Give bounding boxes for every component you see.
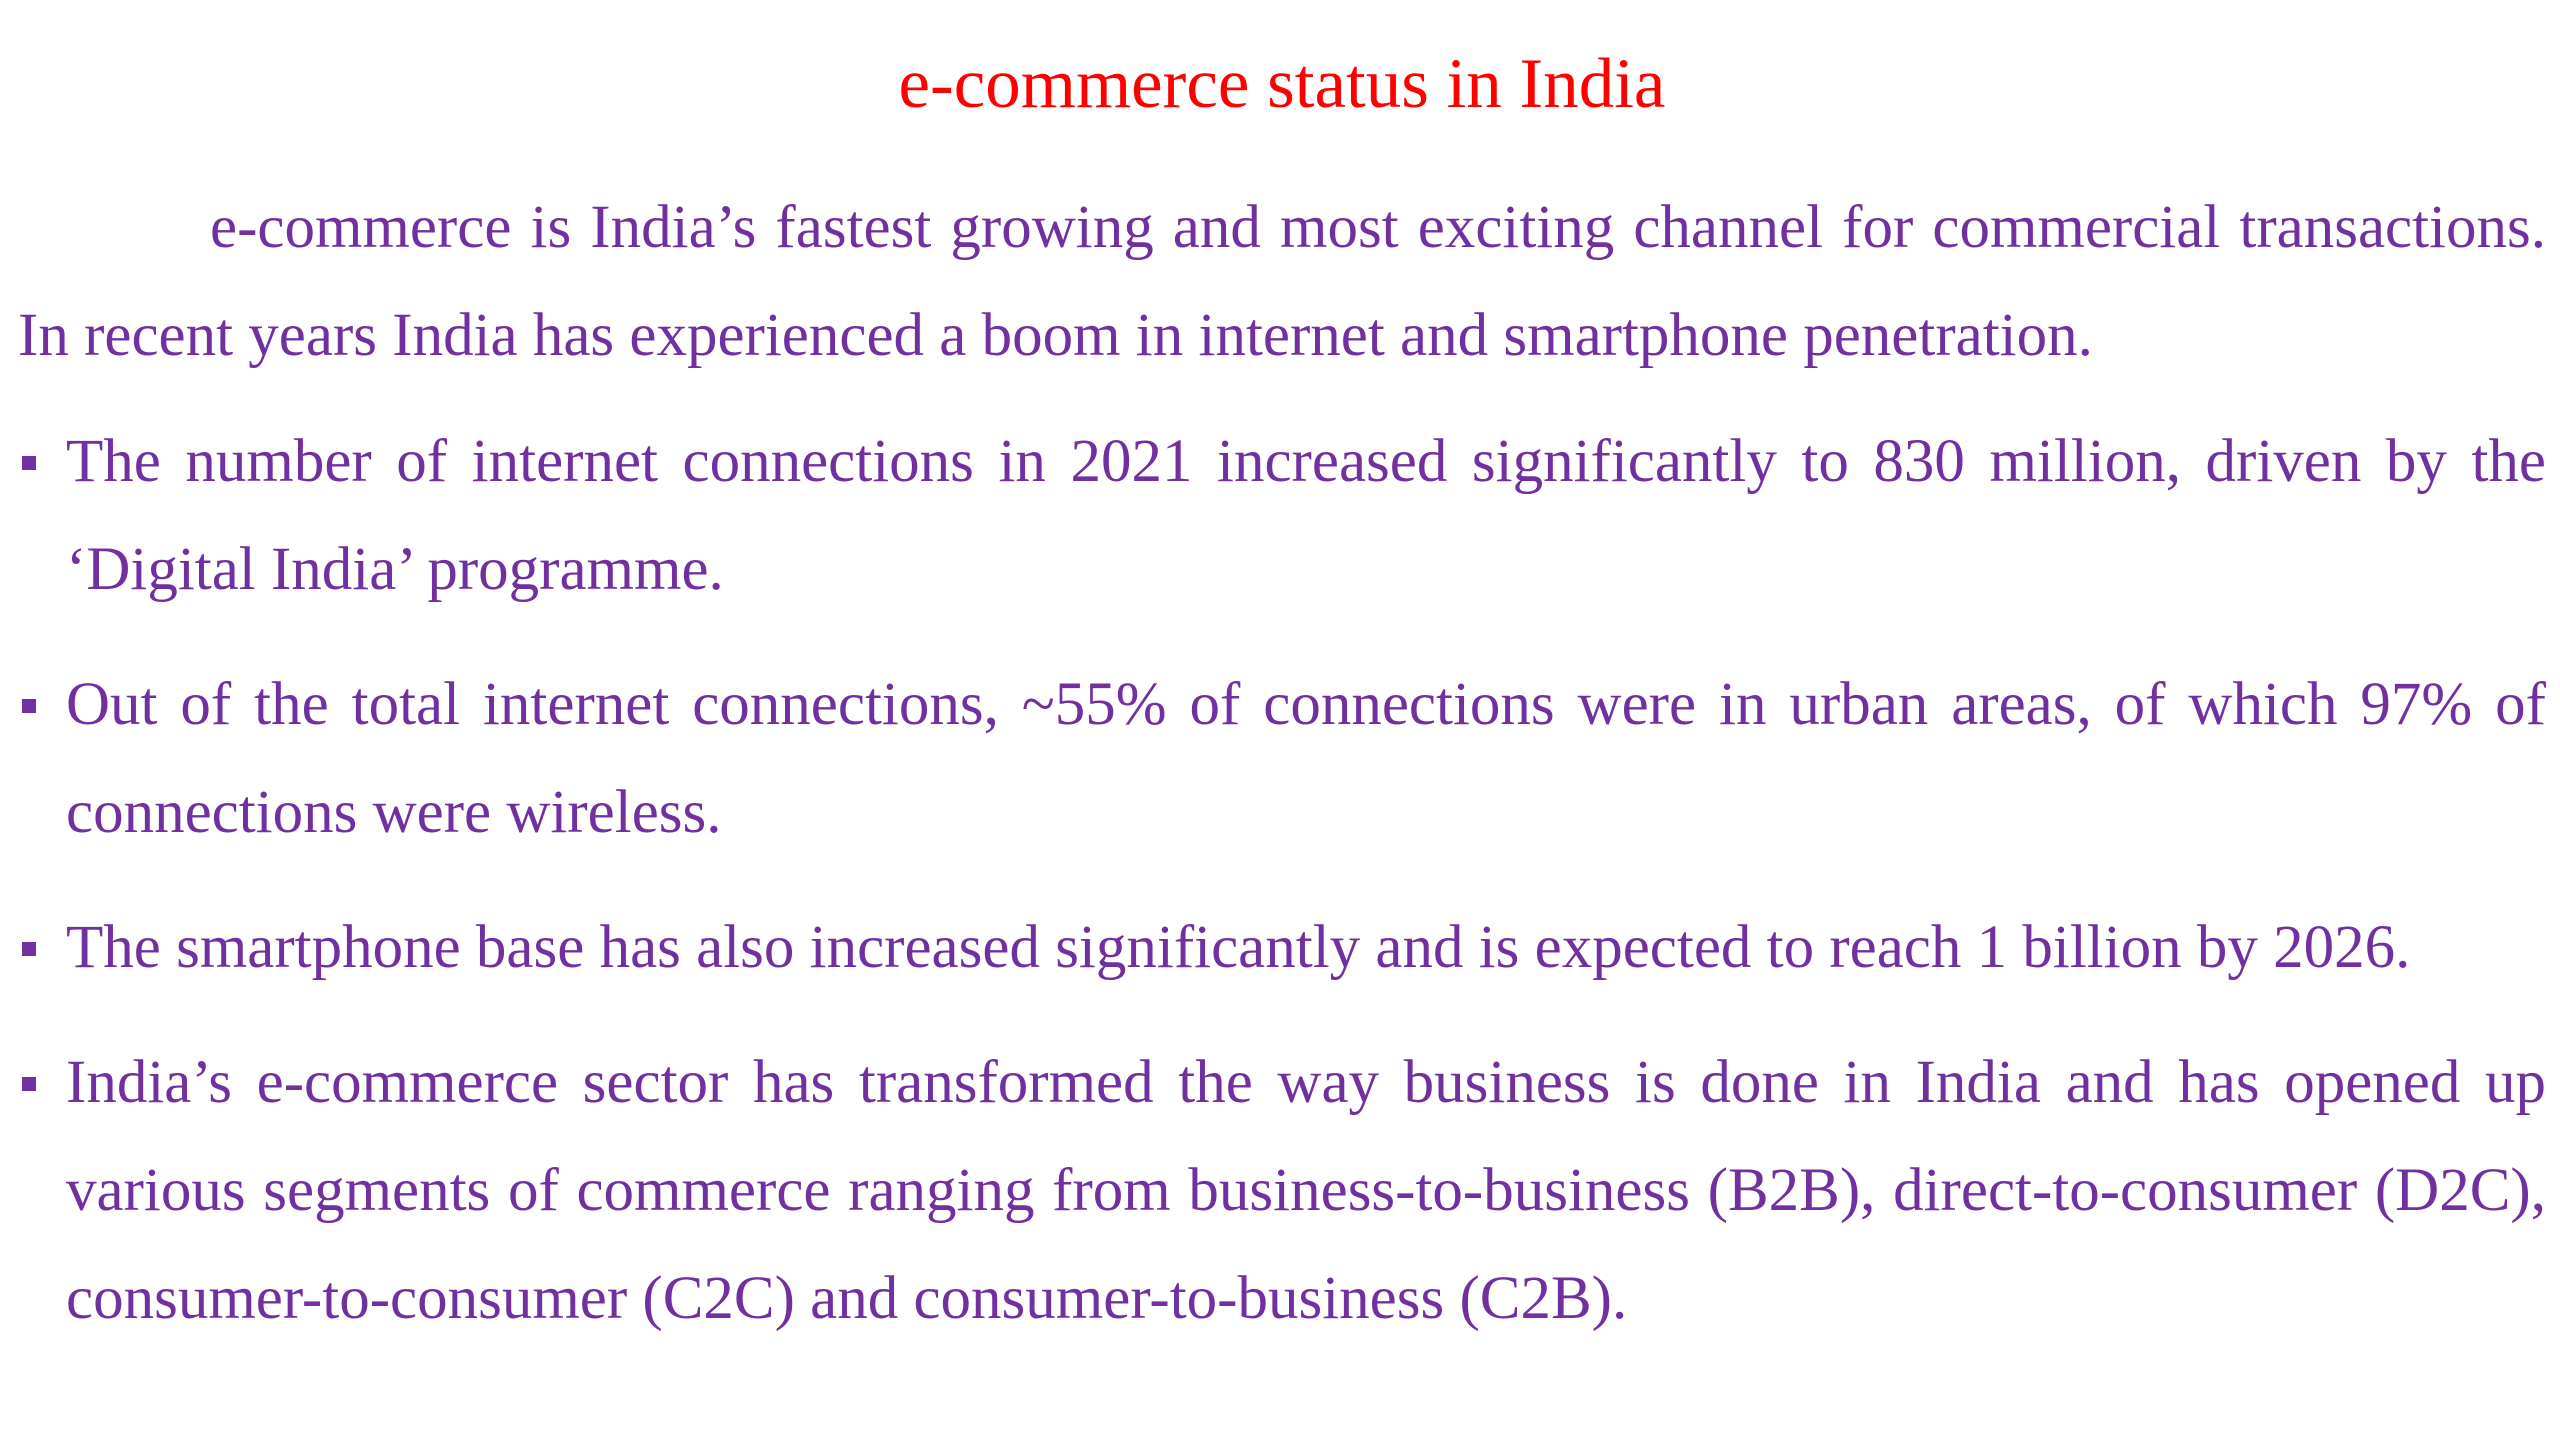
square-bullet-icon — [22, 1077, 36, 1091]
bullet-item-ecommerce-sector: India’s e-commerce sector has transforme… — [18, 1029, 2546, 1353]
bullet-item-internet-connections: The number of internet connections in 20… — [18, 408, 2546, 624]
bullet-list: The number of internet connections in 20… — [18, 408, 2546, 1353]
bullet-text: India’s e-commerce sector has transforme… — [66, 1049, 2546, 1332]
bullet-text: The smartphone base has also increased s… — [66, 914, 2411, 981]
square-bullet-icon — [22, 942, 36, 956]
square-bullet-icon — [22, 699, 36, 713]
bullet-text: Out of the total internet connections, ~… — [66, 671, 2546, 846]
slide-title: e-commerce status in India — [898, 45, 1666, 123]
bullet-item-urban-connections: Out of the total internet connections, ~… — [18, 651, 2546, 867]
bullet-item-smartphone-base: The smartphone base has also increased s… — [18, 894, 2546, 1002]
bullet-text: The number of internet connections in 20… — [66, 428, 2546, 603]
square-bullet-icon — [22, 456, 36, 470]
intro-paragraph: e-commerce is India’s fastest growing an… — [18, 194, 2546, 369]
